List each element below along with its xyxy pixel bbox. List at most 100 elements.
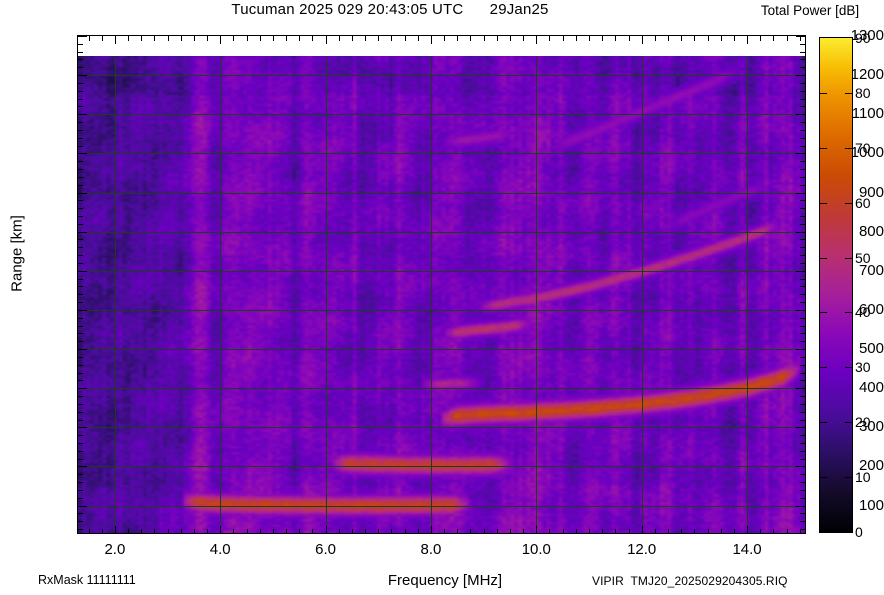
x-tick-minor	[194, 529, 195, 534]
ionogram-plot-area	[77, 35, 806, 534]
y-tick-minor	[78, 451, 83, 452]
y-tick-minor	[78, 373, 83, 374]
y-tick-minor	[800, 443, 805, 444]
ionogram-canvas-holder	[78, 36, 805, 533]
y-tick-minor	[800, 373, 805, 374]
y-tick-minor	[800, 498, 805, 499]
x-tick-minor	[247, 36, 248, 41]
y-tick-minor	[800, 333, 805, 334]
colorbar-tick	[820, 93, 827, 94]
x-tick-minor	[523, 36, 524, 41]
x-tick-minor	[168, 36, 169, 41]
x-tick-minor	[681, 529, 682, 534]
y-tick-major	[796, 466, 805, 467]
x-tick-minor	[352, 529, 353, 534]
x-tick-minor	[457, 36, 458, 41]
y-tick-minor	[78, 443, 83, 444]
y-tick-minor	[78, 91, 83, 92]
y-tick-label: 500	[858, 340, 884, 358]
y-tick-major	[78, 466, 87, 467]
x-tick-minor	[787, 36, 788, 41]
y-tick-minor	[78, 224, 83, 225]
y-tick-label: 900	[858, 183, 884, 201]
x-tick-minor	[89, 36, 90, 41]
y-tick-label: 1300	[850, 27, 884, 44]
y-tick-minor	[78, 474, 83, 475]
x-tick-minor	[655, 36, 656, 41]
y-tick-minor	[78, 52, 83, 53]
y-tick-minor	[78, 185, 83, 186]
y-tick-minor	[78, 83, 83, 84]
x-tick-minor	[773, 529, 774, 534]
y-tick-minor	[800, 67, 805, 68]
x-tick-minor	[563, 36, 564, 41]
x-tick-minor	[102, 529, 103, 534]
colorbar-tick-label: 0	[855, 524, 863, 540]
y-tick-minor	[78, 130, 83, 131]
colorbar-gradient	[820, 38, 852, 532]
y-tick-minor	[78, 404, 83, 405]
y-tick-minor	[800, 208, 805, 209]
y-tick-minor	[800, 412, 805, 413]
x-tick-minor	[655, 529, 656, 534]
y-tick-minor	[78, 412, 83, 413]
x-tick-minor	[233, 529, 234, 534]
x-tick-minor	[470, 36, 471, 41]
x-tick-minor	[668, 36, 669, 41]
colorbar-tick	[820, 312, 827, 313]
y-tick-minor	[78, 521, 83, 522]
y-tick-minor	[800, 106, 805, 107]
colorbar-tick	[845, 422, 852, 423]
y-tick-minor	[800, 224, 805, 225]
y-tick-major	[796, 271, 805, 272]
y-tick-minor	[78, 59, 83, 60]
x-tick-minor	[760, 36, 761, 41]
colorbar-tick	[845, 93, 852, 94]
y-tick-minor	[78, 341, 83, 342]
y-tick-minor	[78, 177, 83, 178]
colorbar-tick-label: 50	[855, 249, 871, 266]
x-tick-minor	[563, 529, 564, 534]
colorbar-tick	[845, 203, 852, 204]
y-tick-minor	[78, 420, 83, 421]
y-tick-minor	[800, 365, 805, 366]
y-tick-minor	[78, 99, 83, 100]
x-tick-minor	[629, 36, 630, 41]
y-tick-minor	[800, 513, 805, 514]
y-tick-major	[796, 427, 805, 428]
y-tick-minor	[800, 91, 805, 92]
x-tick-minor	[312, 36, 313, 41]
y-tick-minor	[800, 169, 805, 170]
colorbar-tick	[820, 422, 827, 423]
x-tick-major	[431, 36, 432, 44]
y-tick-minor	[78, 67, 83, 68]
y-tick-minor	[800, 357, 805, 358]
x-tick-minor	[286, 36, 287, 41]
y-tick-minor	[800, 490, 805, 491]
y-tick-minor	[800, 52, 805, 53]
y-tick-minor	[800, 318, 805, 319]
x-tick-minor	[260, 36, 261, 41]
colorbar-tick	[845, 477, 852, 478]
y-tick-major	[78, 427, 87, 428]
x-tick-minor	[391, 529, 392, 534]
x-tick-label: 14.0	[732, 541, 762, 558]
y-tick-minor	[800, 59, 805, 60]
x-tick-minor	[299, 36, 300, 41]
x-tick-minor	[721, 529, 722, 534]
x-tick-minor	[378, 529, 379, 534]
y-tick-minor	[800, 247, 805, 248]
y-tick-minor	[800, 279, 805, 280]
y-tick-minor	[800, 263, 805, 264]
x-tick-minor	[773, 36, 774, 41]
x-tick-minor	[734, 36, 735, 41]
y-tick-minor	[78, 208, 83, 209]
x-tick-minor	[207, 529, 208, 534]
riq-file-label: VIPIR TMJ20_2025029204305.RIQ	[592, 574, 788, 588]
x-tick-minor	[418, 36, 419, 41]
y-tick-minor	[800, 396, 805, 397]
x-tick-minor	[497, 529, 498, 534]
y-tick-major	[796, 75, 805, 76]
x-tick-minor	[787, 529, 788, 534]
